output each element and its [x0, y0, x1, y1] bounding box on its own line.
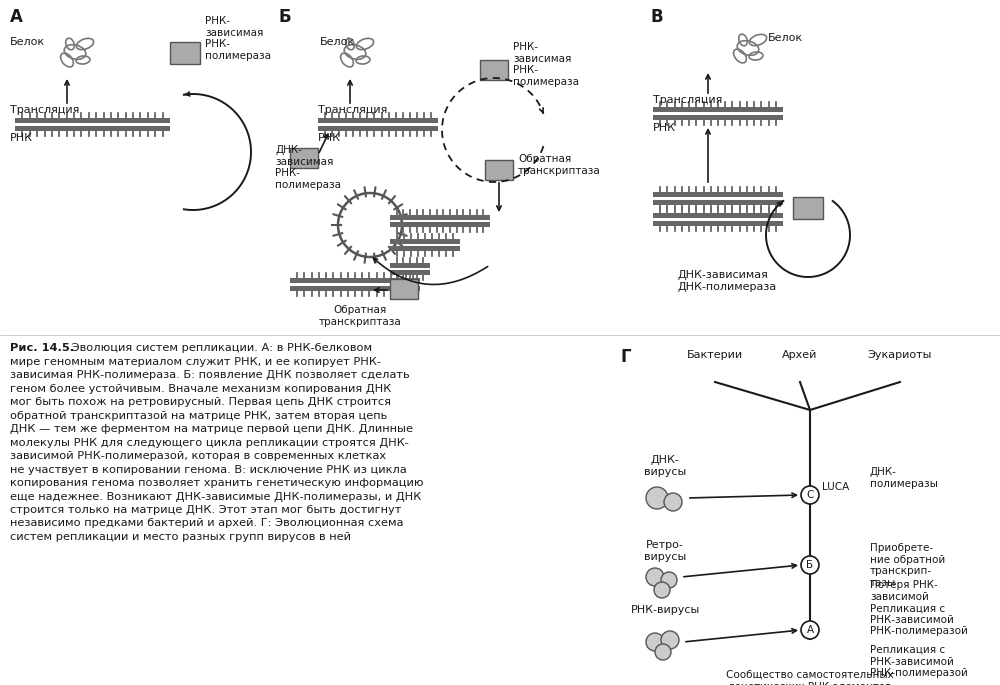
Bar: [390, 222, 490, 227]
Text: РНК-
зависимая
РНК-
полимераза: РНК- зависимая РНК- полимераза: [513, 42, 579, 87]
Text: Белок: Белок: [10, 37, 45, 47]
Text: Ретро-
вирусы: Ретро- вирусы: [644, 540, 686, 562]
Text: Сообщество самостоятельных
генетических РНК-элементов: Сообщество самостоятельных генетических …: [726, 670, 894, 685]
Text: Б: Б: [806, 560, 814, 570]
Text: Трансляция: Трансляция: [318, 105, 387, 115]
Bar: [170, 42, 200, 64]
Text: Потеря РНК-
зависимой
Репликация с
РНК-зависимой
РНК-полимеразой: Потеря РНК- зависимой Репликация с РНК-з…: [870, 580, 968, 636]
Bar: [485, 160, 513, 180]
Circle shape: [801, 621, 819, 639]
Text: РНК: РНК: [653, 123, 676, 133]
Text: Обратная
транскриптаза: Обратная транскриптаза: [319, 305, 401, 327]
Circle shape: [646, 568, 664, 586]
Bar: [793, 197, 823, 219]
Circle shape: [661, 572, 677, 588]
Text: Трансляция: Трансляция: [653, 95, 722, 105]
Text: РНК: РНК: [10, 133, 33, 143]
Circle shape: [646, 633, 664, 651]
Text: не участвует в копировании генома. В: исключение РНК из цикла: не участвует в копировании генома. В: ис…: [10, 464, 407, 475]
Text: РНК: РНК: [318, 133, 341, 143]
Bar: [318, 118, 438, 123]
Text: молекулы РНК для следующего цикла репликации строятся ДНК-: молекулы РНК для следующего цикла реплик…: [10, 438, 409, 447]
Text: А: А: [806, 625, 814, 635]
Text: Репликация с
РНК-зависимой
РНК-полимеразой: Репликация с РНК-зависимой РНК-полимераз…: [870, 645, 968, 678]
Text: Приобрете-
ние обратной
транскрип-
тазы: Приобрете- ние обратной транскрип- тазы: [870, 543, 945, 588]
Text: ДНК-
зависимая
РНК-
полимераза: ДНК- зависимая РНК- полимераза: [275, 145, 341, 190]
Text: независимо предками бактерий и архей. Г: Эволюционная схема: независимо предками бактерий и архей. Г:…: [10, 519, 404, 529]
Text: В: В: [650, 8, 663, 26]
Bar: [15, 126, 170, 131]
Bar: [653, 200, 783, 205]
Text: Бактерии: Бактерии: [687, 350, 743, 360]
Text: ДНК-зависимая
ДНК-полимераза: ДНК-зависимая ДНК-полимераза: [678, 270, 777, 292]
Text: РНК-
зависимая
РНК-
полимераза: РНК- зависимая РНК- полимераза: [205, 16, 271, 61]
Text: Эволюция систем репликации. А: в РНК-белковом: Эволюция систем репликации. А: в РНК-бел…: [68, 343, 372, 353]
Text: Архей: Архей: [782, 350, 818, 360]
Text: Рис. 14.5.: Рис. 14.5.: [10, 343, 74, 353]
Text: мог быть похож на ретровирусный. Первая цепь ДНК строится: мог быть похож на ретровирусный. Первая …: [10, 397, 391, 407]
Circle shape: [801, 486, 819, 504]
Text: Г: Г: [620, 348, 631, 366]
Bar: [290, 278, 420, 283]
Circle shape: [646, 487, 668, 509]
Text: Трансляция: Трансляция: [10, 105, 79, 115]
Bar: [390, 270, 430, 275]
Text: строится только на матрице ДНК. Этот этап мог быть достигнут: строится только на матрице ДНК. Этот эта…: [10, 505, 401, 515]
Bar: [653, 213, 783, 218]
Circle shape: [664, 493, 682, 511]
Text: ДНК-
полимеразы: ДНК- полимеразы: [870, 467, 938, 488]
Bar: [15, 118, 170, 123]
Text: систем репликации и место разных групп вирусов в ней: систем репликации и место разных групп в…: [10, 532, 351, 542]
Circle shape: [655, 644, 671, 660]
Circle shape: [661, 631, 679, 649]
Bar: [390, 263, 430, 268]
Text: зависимой РНК-полимеразой, которая в современных клетках: зависимой РНК-полимеразой, которая в сов…: [10, 451, 386, 461]
Text: Эукариоты: Эукариоты: [868, 350, 932, 360]
Text: Белок: Белок: [320, 37, 355, 47]
Bar: [318, 126, 438, 131]
Text: копирования генома позволяет хранить генетическую информацию: копирования генома позволяет хранить ген…: [10, 478, 424, 488]
Bar: [390, 279, 418, 299]
Text: LUCA: LUCA: [822, 482, 849, 492]
Text: ДНК-
вирусы: ДНК- вирусы: [644, 455, 686, 477]
Text: РНК-вирусы: РНК-вирусы: [630, 605, 700, 615]
Text: А: А: [10, 8, 23, 26]
Circle shape: [801, 556, 819, 574]
Text: Б: Б: [278, 8, 291, 26]
Text: Обратная
транскриптаза: Обратная транскриптаза: [518, 154, 601, 176]
Text: обратной транскриптазой на матрице РНК, затем вторая цепь: обратной транскриптазой на матрице РНК, …: [10, 410, 387, 421]
Bar: [653, 192, 783, 197]
Bar: [390, 215, 490, 220]
Text: С: С: [806, 490, 814, 500]
Bar: [653, 107, 783, 112]
Text: ДНК — тем же ферментом на матрице первой цепи ДНК. Длинные: ДНК — тем же ферментом на матрице первой…: [10, 424, 413, 434]
Bar: [390, 239, 460, 244]
Circle shape: [654, 582, 670, 598]
Bar: [653, 115, 783, 120]
Bar: [480, 60, 508, 80]
Text: геном более устойчивым. Вначале механизм копирования ДНК: геном более устойчивым. Вначале механизм…: [10, 384, 391, 393]
Bar: [290, 148, 318, 168]
Text: Белок: Белок: [768, 33, 803, 43]
Bar: [290, 286, 420, 291]
Text: мире геномным материалом служит РНК, и ее копирует РНК-: мире геномным материалом служит РНК, и е…: [10, 356, 381, 366]
Bar: [653, 221, 783, 226]
Text: еще надежнее. Возникают ДНК-зависимые ДНК-полимеразы, и ДНК: еще надежнее. Возникают ДНК-зависимые ДН…: [10, 492, 421, 501]
Text: зависимая РНК-полимераза. Б: появление ДНК позволяет сделать: зависимая РНК-полимераза. Б: появление Д…: [10, 370, 410, 380]
Bar: [390, 246, 460, 251]
